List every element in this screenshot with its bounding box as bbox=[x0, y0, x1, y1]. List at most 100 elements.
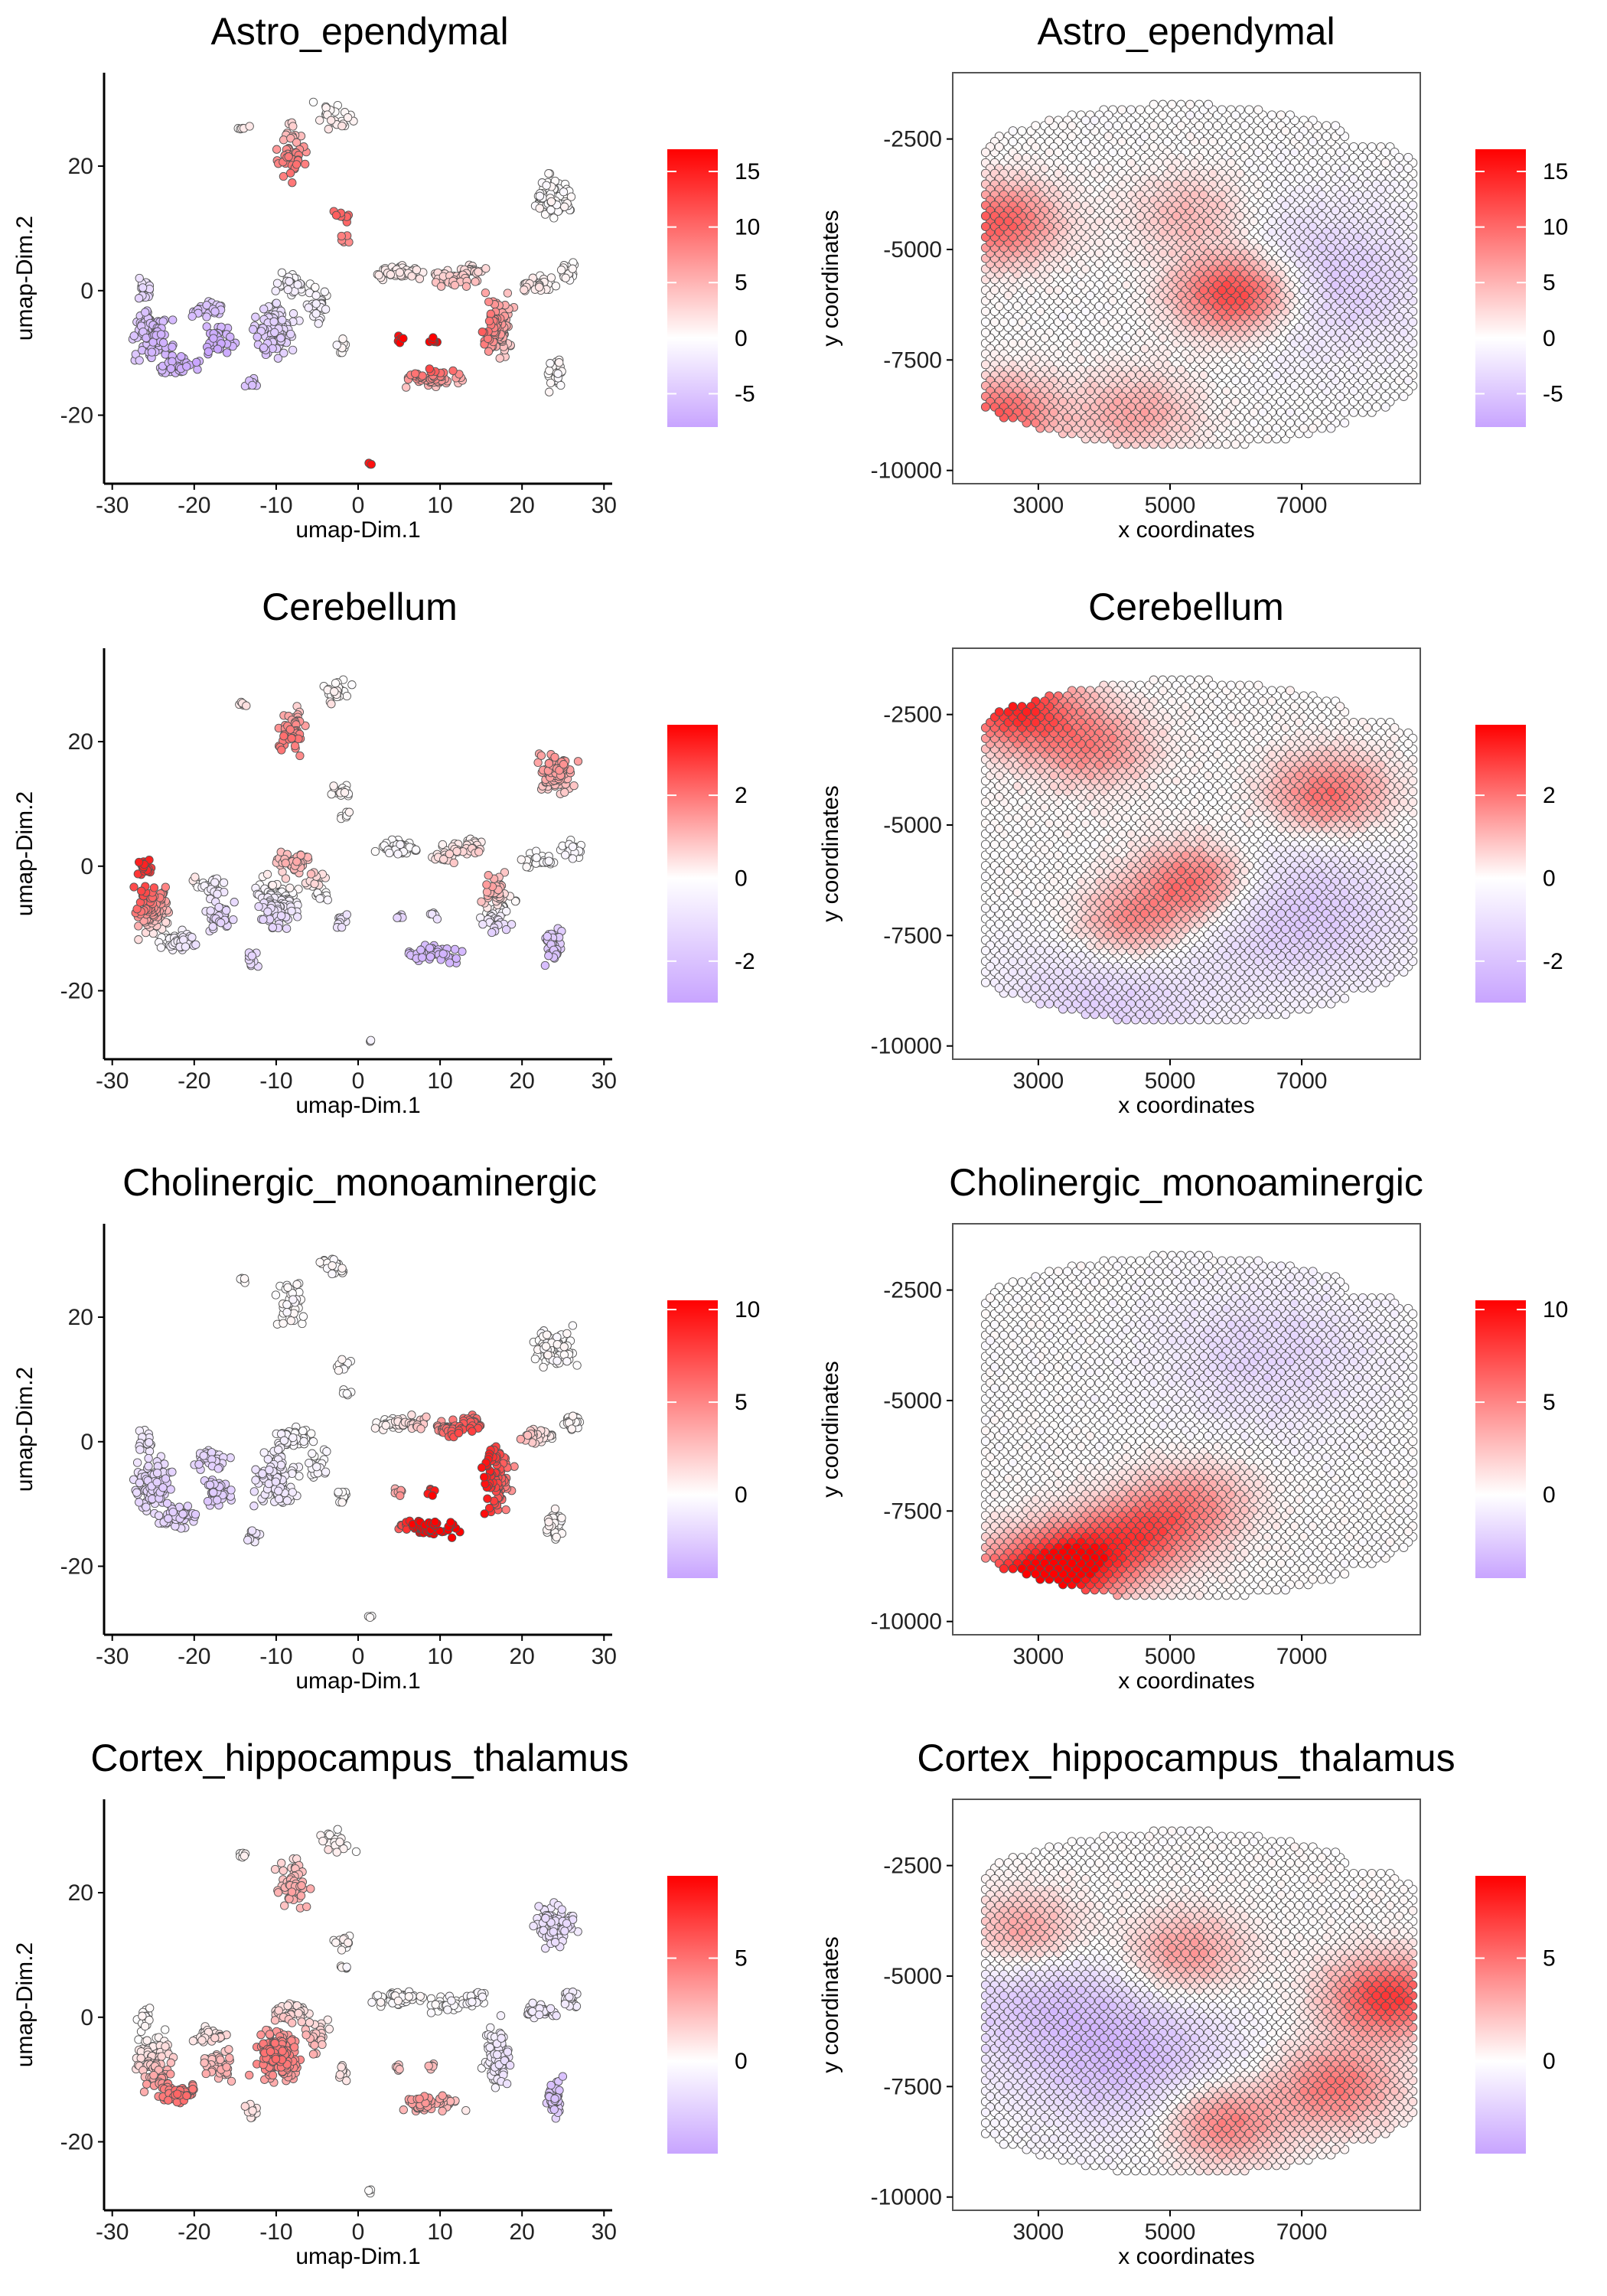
data-point bbox=[1122, 121, 1132, 131]
data-point bbox=[1162, 179, 1172, 189]
data-point bbox=[204, 347, 214, 357]
data-point bbox=[1203, 429, 1214, 439]
data-point bbox=[1221, 407, 1231, 417]
data-point bbox=[1139, 407, 1149, 417]
data-point bbox=[166, 364, 176, 373]
data-point bbox=[1185, 110, 1195, 120]
data-point bbox=[1362, 402, 1372, 412]
data-point bbox=[1326, 317, 1336, 327]
data-point bbox=[311, 309, 321, 318]
data-point bbox=[1181, 221, 1191, 232]
data-point bbox=[1289, 380, 1299, 391]
data-point bbox=[994, 142, 1004, 152]
data-point bbox=[1067, 376, 1077, 386]
data-point bbox=[568, 842, 578, 852]
data-point bbox=[213, 889, 222, 899]
data-point bbox=[137, 886, 146, 895]
data-point bbox=[1022, 407, 1032, 417]
data-point bbox=[1358, 291, 1367, 301]
data-point bbox=[1113, 322, 1123, 332]
data-point bbox=[285, 277, 294, 286]
data-point bbox=[1176, 365, 1186, 375]
data-point bbox=[168, 342, 177, 352]
data-point bbox=[158, 338, 168, 347]
data-point bbox=[1053, 147, 1064, 158]
data-point bbox=[1117, 306, 1127, 316]
data-point bbox=[288, 122, 298, 131]
data-point bbox=[495, 354, 504, 363]
data-point bbox=[1017, 126, 1027, 136]
data-point bbox=[1312, 407, 1322, 417]
data-point bbox=[1135, 306, 1145, 316]
data-point bbox=[1317, 338, 1327, 348]
data-point bbox=[474, 267, 483, 276]
data-point bbox=[1267, 121, 1277, 131]
data-point bbox=[560, 788, 569, 797]
data-point bbox=[1081, 137, 1090, 147]
data-point bbox=[248, 380, 257, 390]
data-point bbox=[330, 687, 339, 696]
data-point bbox=[1226, 158, 1236, 168]
data-point bbox=[1149, 163, 1159, 173]
data-point bbox=[553, 369, 562, 378]
data-point bbox=[285, 883, 295, 892]
data-point bbox=[337, 923, 347, 932]
chart-title: Astro_ependymal bbox=[1037, 10, 1335, 53]
data-point bbox=[279, 135, 288, 145]
data-point bbox=[342, 691, 351, 701]
data-point bbox=[263, 907, 272, 916]
data-point bbox=[1130, 121, 1141, 131]
data-point bbox=[134, 857, 144, 867]
x-tick-label: -10 bbox=[259, 493, 292, 518]
data-point bbox=[1353, 232, 1363, 242]
data-point bbox=[1090, 147, 1100, 158]
data-point bbox=[1045, 264, 1054, 274]
data-point bbox=[1367, 142, 1377, 152]
data-point bbox=[520, 285, 529, 295]
data-point bbox=[1380, 158, 1390, 168]
data-point bbox=[1149, 217, 1159, 227]
data-point bbox=[1071, 201, 1081, 210]
data-point bbox=[1122, 259, 1132, 269]
data-point bbox=[1117, 179, 1127, 189]
data-point bbox=[1358, 152, 1367, 162]
data-point bbox=[285, 168, 295, 178]
x-tick-label: 20 bbox=[510, 1068, 535, 1094]
data-point bbox=[396, 840, 405, 850]
data-point bbox=[1294, 322, 1304, 332]
data-point bbox=[1208, 168, 1217, 178]
data-point bbox=[1331, 206, 1341, 216]
data-point bbox=[1113, 418, 1123, 428]
data-point bbox=[367, 460, 376, 469]
data-point bbox=[1348, 195, 1359, 205]
data-point bbox=[337, 231, 346, 241]
data-point bbox=[1385, 269, 1395, 279]
chart-title: Cerebellum bbox=[262, 585, 458, 628]
data-point bbox=[1103, 429, 1113, 439]
data-point bbox=[1062, 264, 1072, 274]
points bbox=[980, 675, 1418, 1025]
data-point bbox=[1103, 163, 1113, 173]
data-point bbox=[1231, 121, 1240, 131]
data-point bbox=[1348, 174, 1359, 184]
data-point bbox=[1308, 221, 1318, 232]
data-point bbox=[1198, 413, 1209, 422]
data-point bbox=[1167, 163, 1177, 173]
data-point bbox=[989, 285, 999, 295]
data-point bbox=[344, 807, 354, 817]
data-point bbox=[308, 97, 318, 107]
data-point bbox=[277, 268, 287, 277]
data-point bbox=[1380, 391, 1390, 401]
data-point bbox=[1317, 380, 1327, 391]
data-point bbox=[1267, 142, 1277, 152]
data-point bbox=[1276, 354, 1286, 364]
data-point bbox=[478, 327, 487, 337]
data-point bbox=[1058, 121, 1068, 131]
data-point bbox=[1067, 152, 1077, 162]
data-point bbox=[1399, 391, 1409, 401]
data-point bbox=[568, 854, 578, 863]
data-point bbox=[282, 924, 292, 933]
